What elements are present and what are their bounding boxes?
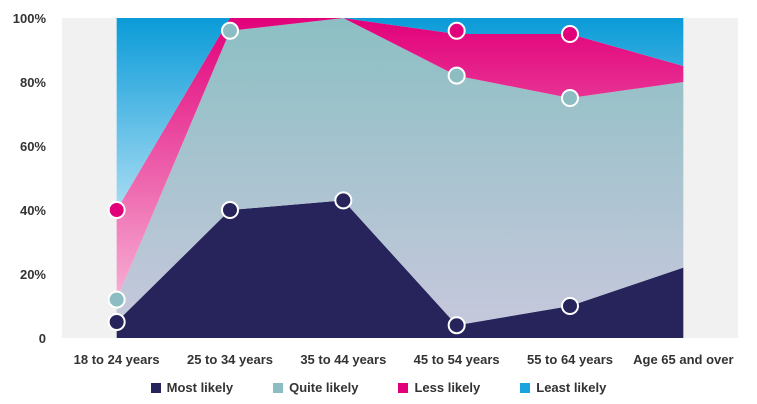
y-tick-label: 100% [13, 11, 47, 26]
stacked-area-chart: 0 20% 40% 60% 80% 100% 18 to 24 years 25 to 34… [13, 11, 738, 367]
legend-label-less-likely: Less likely [414, 380, 481, 395]
marker-quite-likely [221, 21, 239, 40]
x-tick-label: Age 65 and over [633, 352, 733, 367]
area-less-likely [116, 18, 684, 300]
legend-swatch-least-likely [520, 382, 531, 393]
x-tick-label: 45 to 54 years [414, 352, 500, 367]
marker-quite-likely [561, 89, 579, 107]
data-markers [107, 21, 579, 335]
marker-most-likely [447, 316, 466, 335]
x-tick-label: 25 to 34 years [187, 352, 273, 367]
marker-quite-likely [107, 290, 126, 309]
area-least-likely [116, 18, 684, 210]
marker-most-likely [561, 297, 579, 315]
legend-label-most-likely: Most likely [166, 380, 234, 395]
y-tick-label: 60% [20, 139, 46, 154]
legend-item-least-likely: Least likely [520, 380, 606, 395]
area-most-likely [116, 200, 684, 338]
legend-item-less-likely: Less likely [398, 380, 480, 395]
legend-item-quite-likely: Quite likely [273, 380, 358, 395]
legend-swatch-less-likely [398, 382, 409, 393]
y-tick-label: 20% [20, 267, 46, 282]
marker-less-likely [447, 21, 466, 40]
x-tick-label: 35 to 44 years [300, 352, 386, 367]
x-tick-label: 18 to 24 years [74, 352, 160, 367]
marker-most-likely [334, 191, 353, 210]
marker-less-likely [561, 25, 579, 43]
y-tick-label: 0 [39, 331, 46, 346]
y-axis: 0 20% 40% 60% 80% 100% [13, 11, 47, 346]
marker-quite-likely [447, 66, 466, 85]
x-axis: 18 to 24 years 25 to 34 years 35 to 44 yea… [74, 352, 734, 367]
marker-less-likely [107, 201, 126, 219]
legend-label-quite-likely: Quite likely [289, 380, 359, 395]
marker-most-likely [221, 201, 239, 219]
legend-swatch-most-likely [150, 382, 161, 393]
legend-swatch-quite-likely [273, 382, 284, 393]
legend: Most likely Quite likely Less likely Lea… [0, 380, 757, 395]
series-areas [116, 18, 684, 338]
x-tick-label: 55 to 64 years [527, 352, 613, 367]
marker-most-likely [107, 313, 126, 331]
y-tick-label: 80% [20, 75, 46, 90]
y-tick-label: 40% [20, 203, 46, 218]
legend-item-most-likely: Most likely [150, 380, 234, 395]
legend-label-least-likely: Least likely [536, 380, 607, 395]
area-quite-likely [116, 18, 684, 326]
